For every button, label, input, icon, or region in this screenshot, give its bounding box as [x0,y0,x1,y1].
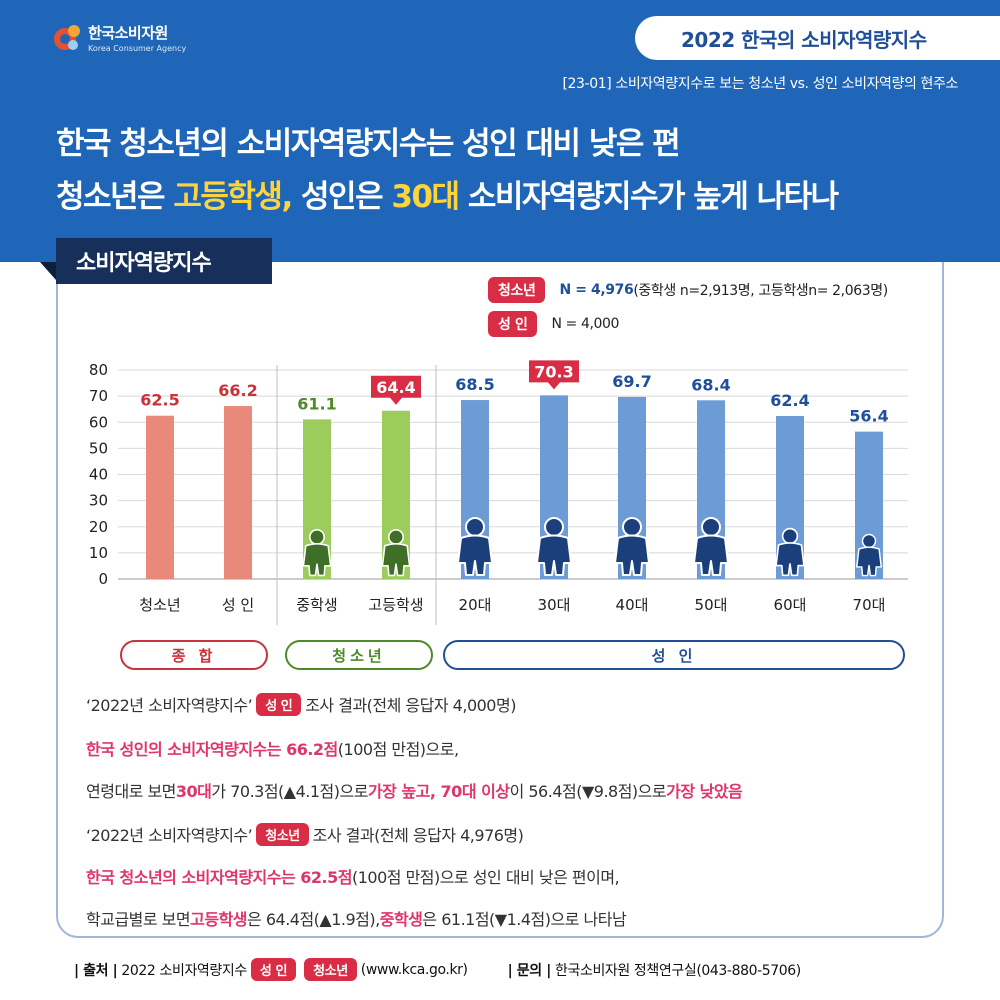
footer-adult-badge: 성 인 [250,958,297,981]
value-label: 62.4 [770,391,809,410]
bar [224,406,252,579]
value-label: 66.2 [218,381,257,400]
legend-adult: 성 인 N = 4,000 [488,311,619,337]
note-adult-badge: 성 인 [256,692,302,716]
legend-youth-badge: 청소년 [488,277,546,303]
x-tick-label: 청소년 [139,596,180,614]
y-tick-label: 70 [89,387,108,405]
x-tick-label: 30대 [538,596,571,614]
person-icon [775,527,805,577]
person-icon [381,528,411,577]
group-label-youth: 청소년 [285,640,433,670]
y-tick-label: 20 [89,518,108,536]
x-tick-label: 고등학생 [368,596,423,614]
legend-youth-detail: (중학생 n=2,913명, 고등학생n= 2,063명) [633,283,888,299]
footer-youth-badge: 청소년 [304,958,357,981]
person-icon [302,528,332,577]
x-tick-label: 50대 [695,596,728,614]
x-tick-label: 중학생 [296,596,337,614]
logo-name-ko: 한국소비자원 [88,24,168,42]
group-label-total: 종 합 [120,640,268,670]
y-tick-label: 50 [89,439,108,457]
headline-highlight-30s: 30대 [391,179,460,215]
note-line-6: 학교급별로 보면 고등학생 은 64.4점(▲1.9점), 중학생 은 61.1점(… [86,910,627,929]
value-label: 70.3 [534,362,573,381]
x-tick-label: 40대 [616,596,649,614]
footer-source-text: 2022 소비자역량지수 [121,962,247,979]
x-tick-label: 성 인 [222,596,254,614]
footer-source-label: | 출처 | [74,962,118,979]
x-tick-label: 60대 [774,596,807,614]
y-tick-label: 60 [89,413,108,431]
person-icon [693,517,729,576]
headline-line-1: 한국 청소년의 소비자역량지수는 성인 대비 낮은 편 [56,126,681,162]
note-line-3: 연령대로 보면 30대 가 70.3점(▲4.1점)으로 가장 높고, 70대 이… [86,782,743,801]
value-label: 61.1 [297,394,336,413]
note-youth-badge: 청소년 [256,822,309,846]
note-line-1: ‘2022년 소비자역량지수’ 성 인 조사 결과(전체 응답자 4,000명) [86,692,516,716]
headline-line-2: 청소년은 고등학생, 성인은 30대 소비자역량지수가 높게 나타나 [56,179,839,215]
header-banner: 한국소비자원 Korea Consumer Agency 2022 한국의 소비… [0,0,1000,262]
value-label: 62.5 [140,391,179,410]
footer-contact-label: | 문의 | [507,962,552,979]
person-icon [457,517,493,576]
legend-youth: 청소년 N = 4,976 (중학생 n=2,913명, 고등학생n= 2,06… [488,277,888,303]
legend-adult-badge: 성 인 [488,311,538,337]
y-tick-label: 0 [98,570,108,588]
report-title-pill: 2022 한국의 소비자역량지수 [635,16,1000,60]
value-label: 64.4 [376,378,415,397]
x-tick-label: 70대 [853,596,886,614]
headline-highlight-highschool: 고등학생, [173,179,293,215]
logo-icon [52,23,82,53]
note-line-2: 한국 성인의 소비자역량지수는 66.2점 (100점 만점)으로, [86,740,459,759]
note-line-4: ‘2022년 소비자역량지수’ 청소년 조사 결과(전체 응답자 4,976명) [86,822,524,846]
group-label-adult: 성 인 [443,640,905,670]
value-callout [371,375,421,405]
legend-adult-n: N = 4,000 [551,316,620,332]
value-label: 56.4 [849,407,888,426]
tab-fold [40,262,56,280]
footer-contact-text: 한국소비자원 정책연구실(043-880-5706) [555,962,801,979]
legend-youth-n: N = 4,976 [559,282,634,298]
person-icon [536,517,572,576]
y-tick-label: 30 [89,492,108,510]
value-callout [529,360,579,390]
footer-source-url: (www.kca.go.kr) [360,961,468,978]
note-line-5: 한국 청소년의 소비자역량지수는 62.5점 (100점 만점)으로 성인 대비 … [86,868,620,887]
person-icon [614,517,650,576]
y-tick-label: 80 [89,361,108,379]
value-label: 68.4 [691,375,730,394]
value-label: 69.7 [612,372,651,391]
bar [146,415,174,579]
content-card [56,262,944,938]
footer: | 출처 | 2022 소비자역량지수 성 인 청소년 (www.kca.go.… [74,958,944,981]
value-label: 68.5 [455,375,494,394]
x-tick-label: 20대 [459,596,492,614]
person-icon [856,533,882,577]
y-tick-label: 10 [89,544,108,562]
y-tick-label: 40 [89,466,108,484]
logo: 한국소비자원 Korea Consumer Agency [52,22,186,53]
report-subtitle: [23-01] 소비자역량지수로 보는 청소년 vs. 성인 소비자역량의 현주… [562,76,958,92]
logo-name-en: Korea Consumer Agency [88,44,187,53]
section-tab: 소비자역량지수 [56,238,272,284]
